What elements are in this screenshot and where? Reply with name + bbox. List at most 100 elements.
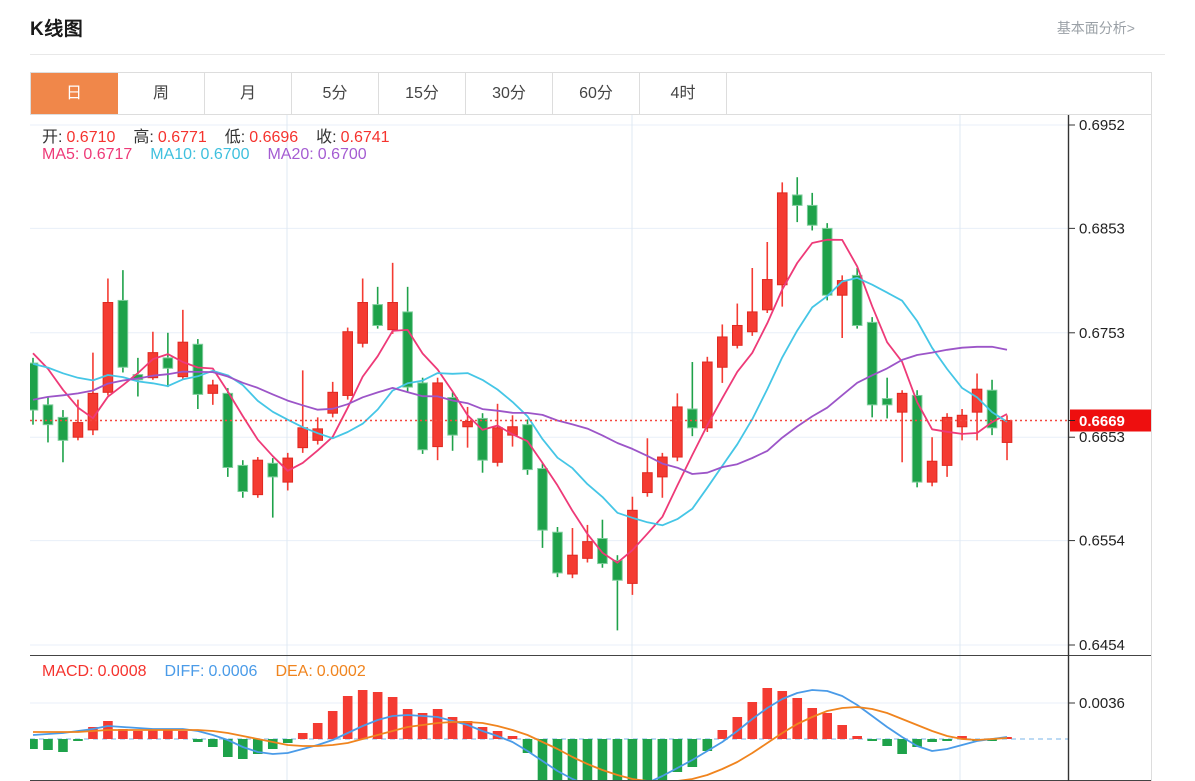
macd-hist-bar bbox=[312, 723, 323, 739]
candle-body bbox=[342, 331, 353, 396]
candle-body bbox=[941, 416, 953, 466]
macd-hist-bar bbox=[867, 739, 877, 741]
page-header: K线图 基本面分析> bbox=[30, 12, 1165, 44]
macd-hist-bar bbox=[267, 739, 278, 749]
candle-body bbox=[237, 464, 249, 493]
macd-hist-bar bbox=[118, 729, 128, 739]
tab-4hour[interactable]: 4时 bbox=[640, 73, 727, 114]
price-axis-label: 0.6554 bbox=[1079, 533, 1125, 550]
header-divider bbox=[30, 54, 1165, 55]
candle-body bbox=[642, 472, 653, 494]
macd-hist-bar bbox=[987, 739, 997, 741]
candle-body bbox=[746, 311, 758, 333]
last-price-badge[interactable] bbox=[1070, 409, 1151, 432]
macd-hist-bar bbox=[327, 711, 338, 739]
macd-hist-bar bbox=[807, 708, 818, 739]
candle-body bbox=[567, 554, 578, 575]
price-axis-label: 0.6853 bbox=[1079, 220, 1125, 237]
macd-hist-bar bbox=[43, 739, 53, 750]
macd-hist-bar bbox=[88, 727, 98, 739]
candle-body bbox=[896, 392, 908, 413]
macd-hist-bar bbox=[717, 730, 728, 739]
macd-hist-bar bbox=[732, 717, 743, 739]
candle-body bbox=[761, 279, 773, 311]
candle-body bbox=[297, 427, 309, 449]
macd-hist-bar bbox=[432, 709, 443, 739]
dea-line bbox=[33, 706, 1008, 780]
candle-body bbox=[30, 362, 39, 411]
tab-5min[interactable]: 5分 bbox=[292, 73, 379, 114]
macd-hist-bar bbox=[357, 690, 368, 739]
tab-week[interactable]: 周 bbox=[118, 73, 205, 114]
fundamental-analysis-link[interactable]: 基本面分析> bbox=[1056, 20, 1135, 36]
macd-hist-bar bbox=[927, 739, 937, 742]
candle-body bbox=[372, 304, 383, 326]
candle-body bbox=[627, 509, 638, 584]
macd-hist-bar bbox=[223, 739, 233, 757]
macd-hist-bar bbox=[957, 736, 967, 739]
candle-body bbox=[911, 394, 923, 483]
candle-body bbox=[971, 388, 983, 413]
macd-hist-bar bbox=[597, 739, 608, 780]
macd-hist-bar bbox=[582, 739, 593, 780]
candle-body bbox=[791, 194, 803, 206]
macd-hist-bar bbox=[163, 729, 173, 739]
candle-body bbox=[162, 357, 174, 369]
macd-hist-bar bbox=[148, 730, 158, 739]
tab-30min[interactable]: 30分 bbox=[466, 73, 553, 114]
tab-bar-filler bbox=[727, 73, 1151, 114]
macd-hist-bar bbox=[1002, 737, 1012, 739]
kline-chart-canvas[interactable]: 0.6952 0.6853 0.6753 0.6653 0.6554 0.6454 0.00… bbox=[30, 115, 1152, 781]
last-price-label: 0.6669 bbox=[1079, 413, 1125, 430]
macd-axis-label: 0.0036 bbox=[1079, 695, 1125, 712]
tab-day[interactable]: 日 bbox=[31, 73, 118, 114]
macd-hist-bar bbox=[447, 717, 458, 739]
tab-month[interactable]: 月 bbox=[205, 73, 292, 114]
price-axis-label: 0.6454 bbox=[1079, 637, 1125, 654]
page-title: K线图 bbox=[30, 19, 84, 40]
macd-hist-bar bbox=[522, 739, 533, 753]
ma20-line bbox=[32, 345, 1008, 475]
candle-body bbox=[147, 352, 159, 379]
candle-body bbox=[866, 321, 878, 406]
macd-hist-bar bbox=[387, 697, 398, 739]
candle-body bbox=[417, 382, 428, 451]
macd-hist-bar bbox=[73, 739, 83, 741]
macd-hist-bar bbox=[237, 739, 248, 759]
macd-hist-bar bbox=[837, 725, 847, 739]
period-tab-bar: 日周月 5分 15分 30分 60分 4时 bbox=[30, 72, 1152, 115]
candle-body bbox=[207, 384, 219, 394]
candle-body bbox=[42, 404, 54, 426]
macd-hist-bar bbox=[897, 739, 907, 754]
macd-hist-bar bbox=[567, 739, 578, 780]
macd-hist-bar bbox=[297, 733, 308, 739]
macd-hist-bar bbox=[777, 691, 788, 739]
candle-body bbox=[582, 541, 593, 559]
candle-body bbox=[327, 391, 338, 414]
tab-15min[interactable]: 15分 bbox=[379, 73, 466, 114]
macd-hist-bar bbox=[642, 739, 653, 780]
candle-body bbox=[462, 421, 473, 428]
price-axis-label: 0.6952 bbox=[1079, 117, 1125, 134]
candle-body bbox=[552, 531, 563, 574]
price-axis-label: 0.6753 bbox=[1079, 325, 1125, 342]
macd-hist-bar bbox=[687, 739, 698, 767]
candle-body bbox=[672, 406, 683, 458]
macd-hist-bar bbox=[507, 736, 518, 739]
candle-body bbox=[357, 302, 368, 344]
candle-body bbox=[836, 280, 848, 296]
macd-hist-bar bbox=[342, 696, 353, 739]
macd-hist-bar bbox=[417, 713, 428, 739]
candle-body bbox=[731, 324, 743, 346]
macd-hist-bar bbox=[462, 721, 473, 739]
macd-hist-bar bbox=[672, 739, 683, 772]
candle-body bbox=[717, 336, 728, 368]
candle-body bbox=[267, 462, 279, 478]
candle-body bbox=[402, 311, 413, 388]
macd-hist-bar bbox=[477, 727, 488, 739]
ma5-line bbox=[32, 238, 1008, 564]
tab-60min[interactable]: 60分 bbox=[553, 73, 640, 114]
candle-body bbox=[72, 422, 84, 438]
macd-hist-bar bbox=[133, 731, 143, 739]
candle-body bbox=[657, 456, 668, 478]
